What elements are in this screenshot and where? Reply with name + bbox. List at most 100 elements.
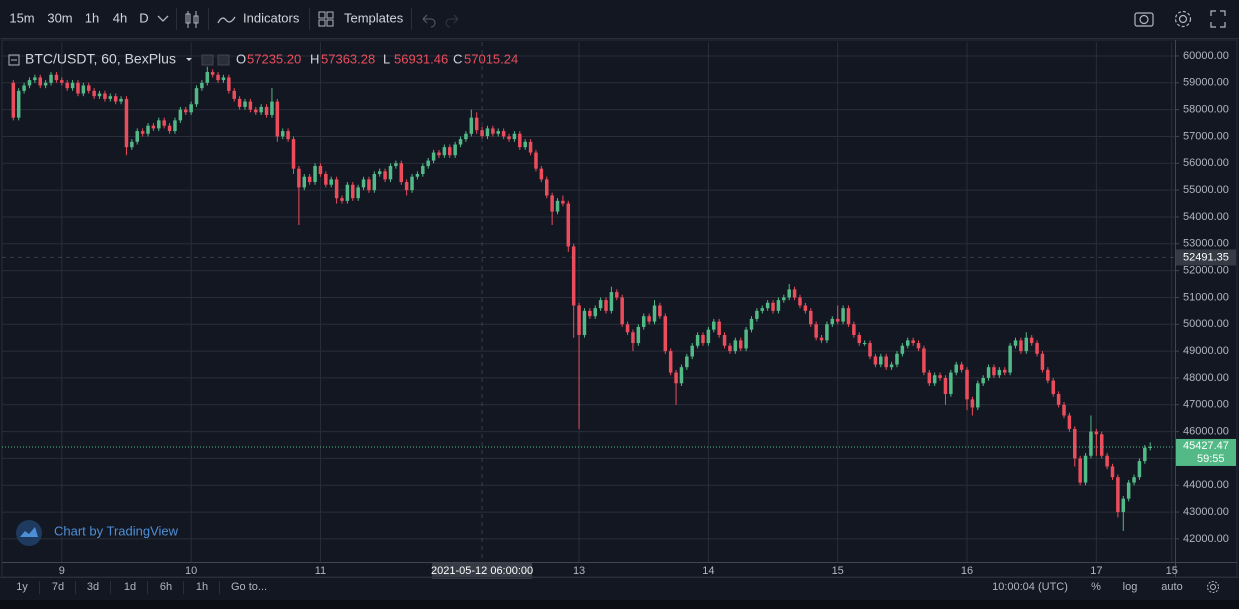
candle-body (421, 165, 425, 175)
watermark-text[interactable]: Chart by TradingView (54, 523, 179, 538)
candle-body (868, 343, 872, 357)
candle-body (372, 174, 377, 191)
candle-body (755, 310, 759, 319)
candle-body (210, 72, 215, 75)
range-button[interactable]: 1y (16, 581, 28, 593)
legend-button[interactable] (201, 54, 214, 66)
candle-body (620, 297, 624, 325)
collapse-icon[interactable] (8, 54, 20, 66)
settings-icon[interactable] (1174, 10, 1192, 28)
y-tick-label: 49000.00 (1183, 345, 1229, 357)
interval-caret[interactable] (157, 15, 169, 22)
candle-body (1067, 415, 1072, 429)
candle-body (809, 310, 813, 325)
candle-body (151, 125, 156, 129)
candle-body (927, 372, 932, 384)
candle-body (798, 297, 802, 306)
candle-body (911, 340, 915, 344)
candle-body (819, 337, 824, 341)
range-button[interactable]: 7d (52, 581, 64, 593)
candle-body (895, 353, 899, 365)
range-button[interactable]: 6h (160, 581, 172, 593)
candle-body (415, 174, 420, 177)
symbol-title[interactable]: BTC/USDT, 60, BexPlus (25, 51, 176, 67)
x-tick-label: 14 (702, 565, 714, 577)
ohlc-label: H (310, 51, 319, 66)
candle-body (544, 179, 549, 196)
candle-body (334, 179, 339, 199)
candle-body (932, 375, 937, 384)
ohlc-label: C (453, 51, 462, 66)
scale-button[interactable]: auto (1161, 581, 1182, 593)
ohlc-value: 57015.24 (464, 51, 518, 66)
templates-icon[interactable] (318, 11, 334, 27)
candle-body (663, 316, 668, 352)
candle-body (496, 131, 500, 134)
candle-body (825, 324, 829, 341)
interval-button[interactable]: D (139, 10, 148, 25)
candle-body (782, 297, 786, 301)
crosshair-time-box (432, 563, 533, 579)
candle-body (183, 109, 188, 113)
candle-body (227, 77, 231, 91)
x-tick-label: 16 (961, 565, 973, 577)
y-tick-label: 53000.00 (1183, 238, 1229, 250)
legend-button[interactable] (217, 54, 230, 66)
bottom-settings-icon[interactable] (1207, 581, 1219, 593)
interval-button[interactable]: 4h (113, 10, 127, 25)
candle-body (221, 77, 226, 81)
candle-body (469, 117, 474, 134)
y-tick-label: 50000.00 (1183, 318, 1229, 330)
indicators-button[interactable]: Indicators (243, 10, 300, 25)
candle-body (60, 80, 64, 83)
undo-icon[interactable] (422, 14, 436, 28)
candle-body (1029, 337, 1034, 344)
range-button[interactable]: 3d (87, 581, 99, 593)
candle-body (280, 131, 285, 137)
x-tick-label: 15 (1166, 565, 1178, 577)
candle-body (54, 74, 59, 81)
symbol-caret[interactable] (186, 58, 192, 61)
watermark-logo (20, 527, 38, 537)
interval-button[interactable]: 15m (9, 10, 34, 25)
candle-body (1110, 466, 1115, 478)
range-button[interactable]: 1d (124, 581, 136, 593)
candle-body (108, 96, 113, 99)
goto-button[interactable]: Go to... (231, 581, 267, 593)
templates-button[interactable]: Templates (344, 10, 404, 25)
range-button[interactable]: 1h (196, 581, 208, 593)
scale-button[interactable]: log (1123, 581, 1138, 593)
candle-body (216, 74, 220, 81)
candle-body (437, 152, 441, 156)
candle-body (512, 133, 517, 140)
candle-body (577, 305, 581, 336)
candle-body (130, 141, 134, 148)
redo-icon[interactable] (445, 14, 459, 28)
candle-body (448, 147, 452, 156)
snapshot-icon[interactable] (1134, 12, 1154, 27)
candle-body (92, 90, 96, 97)
fullscreen-icon[interactable] (1210, 10, 1226, 28)
candle-body (232, 90, 236, 99)
candle-body (550, 195, 554, 212)
candle-body (830, 318, 835, 325)
candle-body (814, 324, 818, 338)
candle-body (140, 131, 145, 134)
candle-body (1062, 404, 1066, 416)
interval-button[interactable]: 30m (47, 10, 72, 25)
candle-body (873, 356, 878, 365)
candle-body (1056, 394, 1061, 405)
candle-body (264, 106, 269, 115)
scale-button[interactable]: % (1091, 581, 1101, 593)
window-bottom (0, 600, 1239, 609)
indicators-icon[interactable] (217, 16, 236, 24)
candle-body (636, 326, 641, 344)
chart-style-icon[interactable] (185, 11, 199, 28)
candle-body (464, 133, 468, 140)
candle-body (604, 300, 608, 311)
candle-body (1073, 428, 1077, 459)
candle-body (857, 335, 862, 344)
candle-body (113, 96, 118, 102)
candle-body (722, 335, 727, 346)
interval-button[interactable]: 1h (85, 10, 99, 25)
